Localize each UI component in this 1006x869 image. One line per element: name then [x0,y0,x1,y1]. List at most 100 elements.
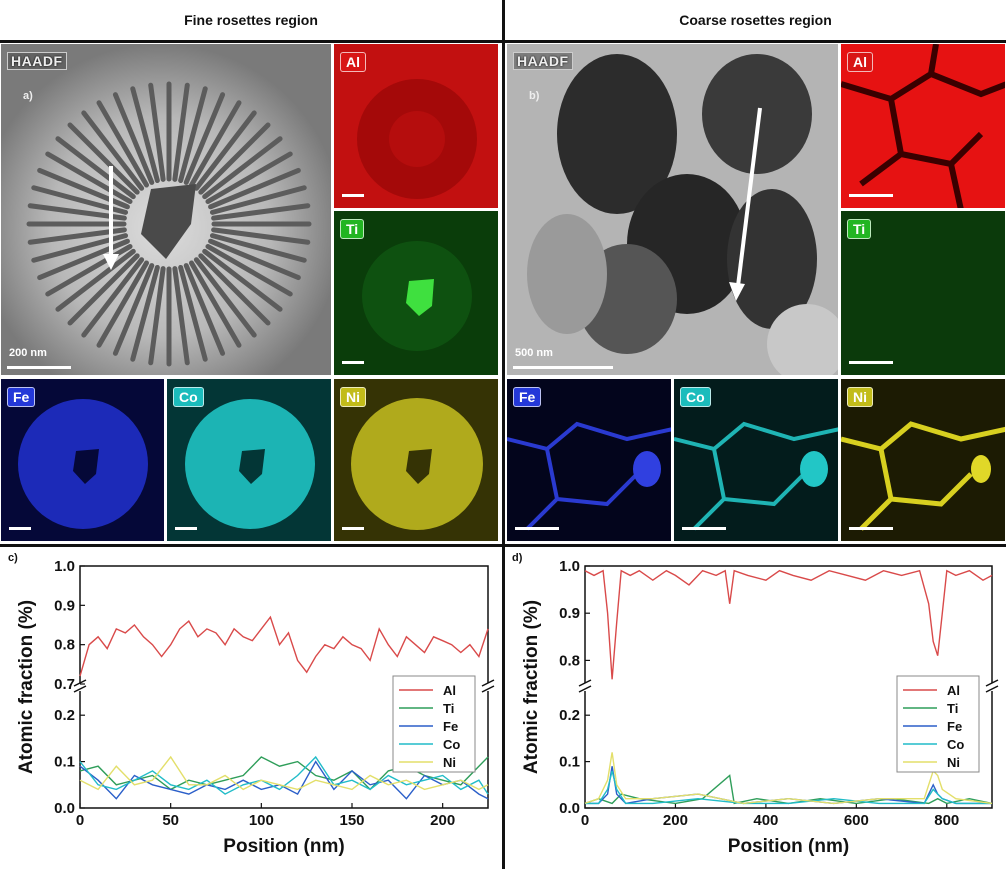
rosette-streak [96,260,149,348]
plot-label-c: c) [8,552,18,564]
scale-bar-fe-fine [9,527,31,530]
x-tick-label: 200 [663,812,688,829]
rosette-streak [209,233,307,263]
x-tick-label: 100 [249,812,274,829]
ni-label-fine: Ni [340,387,366,407]
x-tick-label: 400 [753,812,778,829]
scale-bar-ti-fine [342,361,364,364]
haadf-image-fine: HAADF a) 200 nm [0,43,332,376]
axis-break-mark [481,679,495,687]
axis-break-gap [75,683,85,691]
rosette-streak [208,167,301,210]
axis-break-gap [483,683,493,691]
axis-break-mark [73,679,87,687]
rosette-streak [202,136,283,200]
y-tick-label: 0.2 [559,707,580,724]
rosette-streak [208,238,301,281]
legend-label-ti: Ti [443,701,454,716]
header-coarse-rosettes: Coarse rosettes region [679,12,832,28]
rosette-streak [148,82,166,182]
series-line-al [79,615,489,677]
rosette-streak [198,253,271,326]
haadf-label-a: HAADF [7,52,67,70]
panel-label-b: b) [529,90,540,102]
x-axis-label: Position (nm) [728,836,849,857]
line-chart-d: 0 200 400 600 800 0.8 0.9 1.0 0.0 0.1 0.2 Position … [521,558,999,857]
scale-bar-al-coarse [849,194,893,197]
legend-label-fe: Fe [947,719,962,734]
y-tick-label: 1.0 [559,558,580,575]
ni-map-fine: Ni [333,378,499,542]
rosette-streak [202,248,283,312]
rosette-streak [81,257,145,338]
y-tick-label: 0.8 [54,637,75,654]
fe-label-coarse: Fe [513,387,542,407]
scale-bar-co-fine [175,527,197,530]
scale-bar-ni-fine [342,527,364,530]
rosette-image [1,44,331,375]
rosette-streak [178,86,208,184]
x-tick-label: 0 [581,812,589,829]
legend-box [896,675,980,773]
x-tick-label: 800 [934,812,959,829]
ni-map-fine-texture [334,379,498,541]
y-tick-label: 0.0 [54,800,75,817]
x-tick-label: 150 [339,812,364,829]
x-tick-label: 0 [76,812,84,829]
ni-map-coarse: Ni [840,378,1006,542]
al-map-coarse: Al [840,43,1006,209]
scale-bar-ni-coarse [849,527,893,530]
scale-bar-co-coarse [682,527,726,530]
rosette-streak [130,264,160,362]
scale-bar-al-fine [342,194,364,197]
axis-break-mark [73,685,87,693]
rosette-streak [172,82,190,182]
x-axis-label: Position (nm) [223,836,344,857]
rosette-streak [211,227,311,245]
legend-label-ti: Ti [947,701,958,716]
legend-label-ni: Ni [947,755,960,770]
fe-label-fine: Fe [7,387,36,407]
rosette-streak [27,227,127,245]
fe-map-coarse: Fe [506,378,672,542]
rosette-streak [189,260,242,348]
rosette-streak [112,263,155,356]
legend-label-fe: Fe [443,719,458,734]
co-label-fine: Co [173,387,204,407]
rosette-streak [45,151,133,204]
axis-break-gap [580,683,590,691]
ti-map-fine: Ti [333,210,499,376]
scale-text-b: 500 nm [515,347,553,359]
rosette-streak [183,92,226,185]
y-tick-label: 0.8 [559,652,580,669]
vertical-divider [502,0,505,869]
rosette-streak [81,110,145,191]
rosette-streak [209,185,307,215]
legend-box [392,675,476,773]
scale-bar-b [513,366,613,369]
rosette-streak [178,264,208,362]
coarse-grains-image [507,44,838,375]
scale-bar-ti-coarse [849,361,893,364]
series-line-al [584,569,993,680]
y-tick-label: 0.0 [559,800,580,817]
co-map-fine: Co [166,378,332,542]
scale-bar-fe-coarse [515,527,559,530]
ti-label-coarse: Ti [847,219,872,239]
header-fine-rosettes: Fine rosettes region [184,12,318,28]
rosette-streak [148,266,166,366]
fe-map-fine: Fe [0,378,165,542]
rosette-streak [193,257,257,338]
rosette-streak [193,110,257,191]
x-tick-label: 600 [844,812,869,829]
ti-map-coarse: Ti [840,210,1006,376]
legend-label-co: Co [947,737,964,752]
co-label-coarse: Co [680,387,711,407]
legend-label-al: Al [947,683,960,698]
y-tick-label: 0.1 [559,754,580,771]
rosette-streak [172,266,190,366]
series-line-ni [79,755,489,791]
axis-break-mark [578,685,592,693]
axis-break-gap [987,683,997,691]
y-tick-label: 0.9 [54,597,75,614]
